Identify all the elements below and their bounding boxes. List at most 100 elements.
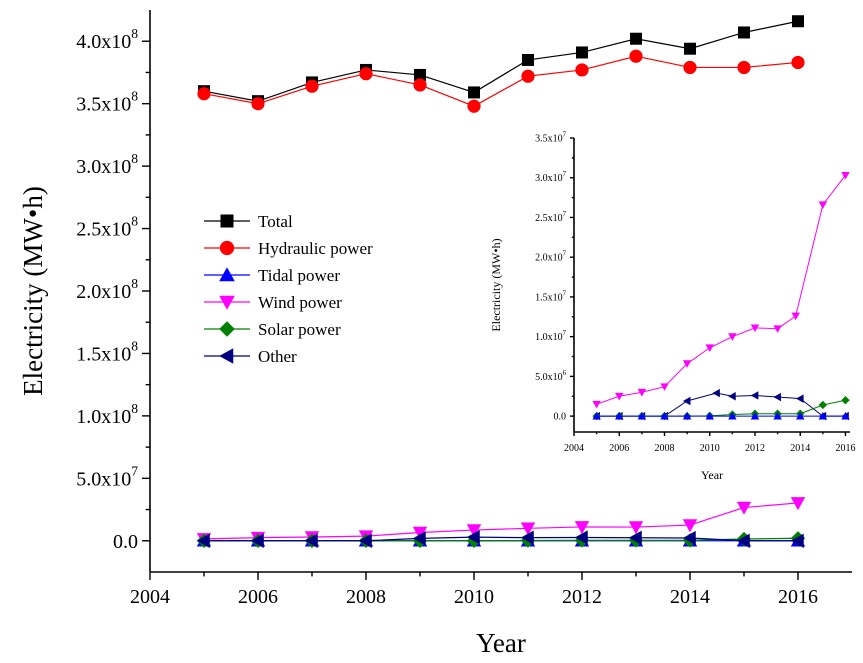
inset-data-point [818, 400, 828, 410]
y-tick-label: 2.0x108 [76, 276, 138, 303]
data-point [412, 526, 428, 540]
inset-data-point [791, 312, 800, 321]
inset-y-tick-mantissa: 1.5x10 [535, 292, 563, 303]
y-tick-mantissa: 1.0x10 [76, 406, 131, 428]
inset-data-point [728, 333, 737, 341]
data-point [304, 533, 318, 548]
inset-x-tick-label: 2008 [654, 443, 674, 454]
inset-data-point [705, 344, 714, 352]
inset-data-point [712, 388, 720, 398]
inset-series-wind-power [592, 171, 850, 409]
data-point [197, 87, 211, 101]
data-point [520, 530, 534, 545]
inset-y-tick-mantissa: 1.0x10 [535, 332, 563, 343]
legend-marker [219, 348, 234, 364]
data-point [520, 522, 536, 536]
data-point [790, 533, 804, 548]
inset-x-tick-label: 2006 [609, 443, 629, 454]
series-other [196, 529, 804, 548]
data-point [522, 53, 534, 66]
inset-data-point [615, 392, 624, 401]
data-point [738, 26, 750, 39]
inset-data-point [841, 396, 850, 405]
inset-series-line [596, 399, 846, 417]
data-point [736, 501, 752, 515]
y-tick-mantissa: 1.5x10 [76, 343, 131, 365]
legend: Total Hydraulic power Tidal power Wind powe… [204, 212, 373, 366]
data-point [575, 63, 589, 77]
y-axis-title: Electricity (MW•h) [18, 186, 48, 396]
series-line [204, 536, 798, 542]
inset-y-tick-exponent: 7 [563, 330, 567, 337]
inset-data-point [728, 392, 736, 401]
y-tick-exponent: 8 [131, 276, 138, 291]
inset-y-tick-mantissa: 3.0x10 [535, 173, 563, 184]
inset-data-point [750, 391, 759, 400]
legend-item: Other [204, 347, 297, 366]
y-tick-label: 0.0 [113, 531, 138, 553]
series-line [203, 502, 799, 540]
inset-x-axis-title: Year [701, 468, 723, 482]
data-point [251, 97, 265, 111]
inset-data-point [682, 411, 692, 420]
inset-y-tick-mantissa: 2.5x10 [535, 213, 563, 224]
inset-data-point [660, 383, 669, 391]
legend-marker [219, 240, 235, 256]
legend-item: Hydraulic power [204, 239, 373, 258]
inset-data-point [592, 411, 601, 420]
legend-item: Tidal power [204, 266, 340, 285]
y-tick-exponent: 8 [131, 338, 138, 353]
data-point [196, 533, 210, 548]
inset-series-tidal-power [592, 411, 850, 420]
x-tick-label: 2014 [670, 586, 710, 608]
inset-data-point [592, 400, 601, 409]
inset-data-point [796, 394, 804, 403]
legend-marker [219, 267, 235, 282]
y-tick-label: 2.5x108 [76, 214, 138, 241]
data-point [576, 46, 588, 59]
y-tick-label: 1.5x108 [76, 338, 138, 365]
inset-data-point [637, 411, 647, 420]
inset-y-tick-exponent: 7 [563, 171, 567, 178]
data-point [737, 60, 751, 75]
inset-y-tick-exponent: 7 [563, 251, 567, 258]
series-hydraulic-power [197, 49, 805, 113]
inset-y-tick-exponent: 6 [563, 370, 567, 377]
data-point [305, 79, 319, 93]
x-tick-label: 2010 [454, 586, 494, 608]
inset-y-tick-exponent: 7 [563, 132, 567, 139]
inset-x-tick-label: 2010 [700, 443, 720, 454]
inset-data-point [773, 392, 781, 402]
y-tick-exponent: 7 [131, 463, 138, 478]
inset-y-tick-mantissa: 2.0x10 [535, 253, 563, 264]
inset-y-tick-label: 5.0x106 [535, 370, 567, 383]
inset-series-line [596, 392, 846, 417]
data-point [682, 530, 696, 546]
inset-data-point [750, 324, 760, 333]
inset-y-tick-mantissa: 5.0x10 [535, 372, 563, 383]
data-point [468, 86, 480, 99]
inset-data-point [773, 325, 782, 333]
inset-x-tick-label: 2014 [790, 443, 810, 454]
inset-x-tick-label: 2004 [564, 443, 584, 454]
x-tick-label: 2012 [562, 586, 602, 608]
y-tick-exponent: 8 [131, 214, 138, 229]
inset-y-tick-label: 0.0 [554, 412, 567, 423]
y-tick-mantissa: 2.0x10 [76, 281, 131, 303]
data-point [414, 68, 426, 81]
series-wind-power [196, 497, 806, 547]
inset-series-line [596, 175, 846, 405]
data-point [574, 521, 590, 535]
data-point [684, 42, 696, 55]
data-point [790, 497, 806, 511]
legend-label: Solar power [258, 320, 341, 339]
legend-label: Wind power [258, 293, 342, 312]
inset-y-tick-label: 3.5x107 [535, 132, 567, 145]
data-point [792, 15, 804, 28]
inset-y-tick-mantissa: 3.5x10 [535, 134, 563, 145]
data-point [628, 521, 644, 535]
x-tick-label: 2008 [346, 586, 386, 608]
data-point [629, 49, 643, 63]
inset-data-point [818, 201, 828, 209]
data-point [683, 60, 697, 75]
